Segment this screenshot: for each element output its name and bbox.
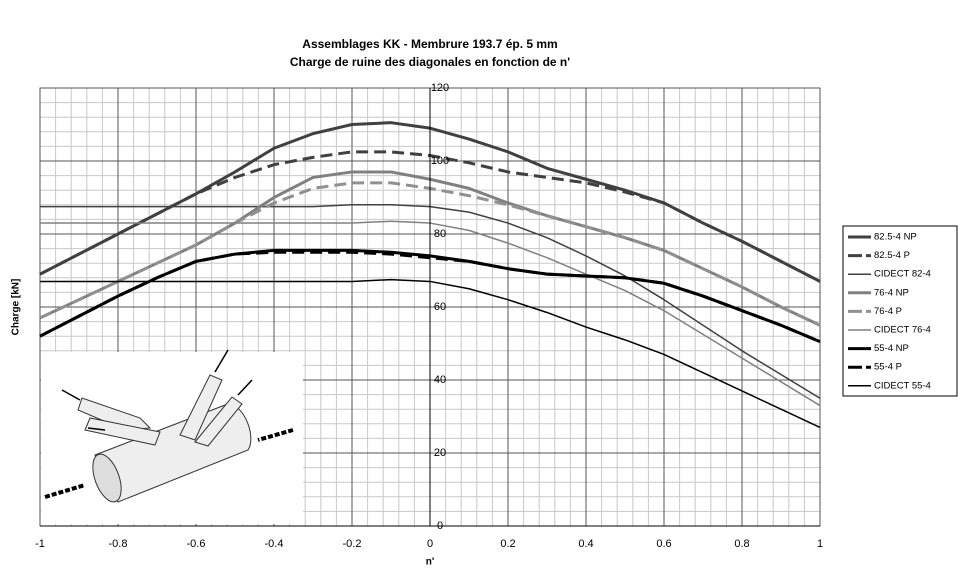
x-tick-label: 0.8 [734,538,749,550]
x-tick-label: 0 [427,538,433,550]
legend-label: 55-4 NP [874,343,909,354]
inset-illustration [41,349,303,524]
chart-title: Assemblages KK - Membrure 193.7 ép. 5 mm [302,37,557,51]
legend-label: CIDECT 76-4 [874,325,931,336]
x-tick-label: 0.2 [500,538,515,550]
x-tick-label: -0.8 [109,538,128,550]
x-tick-label: 0.6 [656,538,671,550]
y-tick-label: 120 [431,82,449,94]
x-tick-label: -0.2 [343,538,362,550]
y-axis-title: Charge [kN] [11,279,22,336]
x-tick-label: 0.4 [578,538,593,550]
legend-label: 76-4 NP [874,287,909,298]
x-tick-label: -0.6 [187,538,206,550]
y-tick-label: 80 [434,228,446,240]
legend-label: 82.5-4 P [874,250,910,261]
y-tick-label: 100 [431,155,449,167]
series-line [39,250,821,344]
x-tick-label: -1 [35,538,45,550]
chart-subtitle: Charge de ruine des diagonales en foncti… [290,55,570,69]
y-tick-label: 40 [434,374,446,386]
y-tick-label: 20 [434,447,446,459]
legend-label: 82.5-4 NP [874,232,917,243]
legend-label: CIDECT 82-4 [874,269,931,280]
legend-label: CIDECT 55-4 [874,380,931,391]
y-tick-label: 60 [434,301,446,313]
x-tick-label: 1 [817,538,823,550]
legend-label: 55-4 P [874,362,902,373]
x-tick-label: -0.4 [265,538,284,550]
legend-label: 76-4 P [874,306,902,317]
x-axis-title: n' [426,557,435,568]
